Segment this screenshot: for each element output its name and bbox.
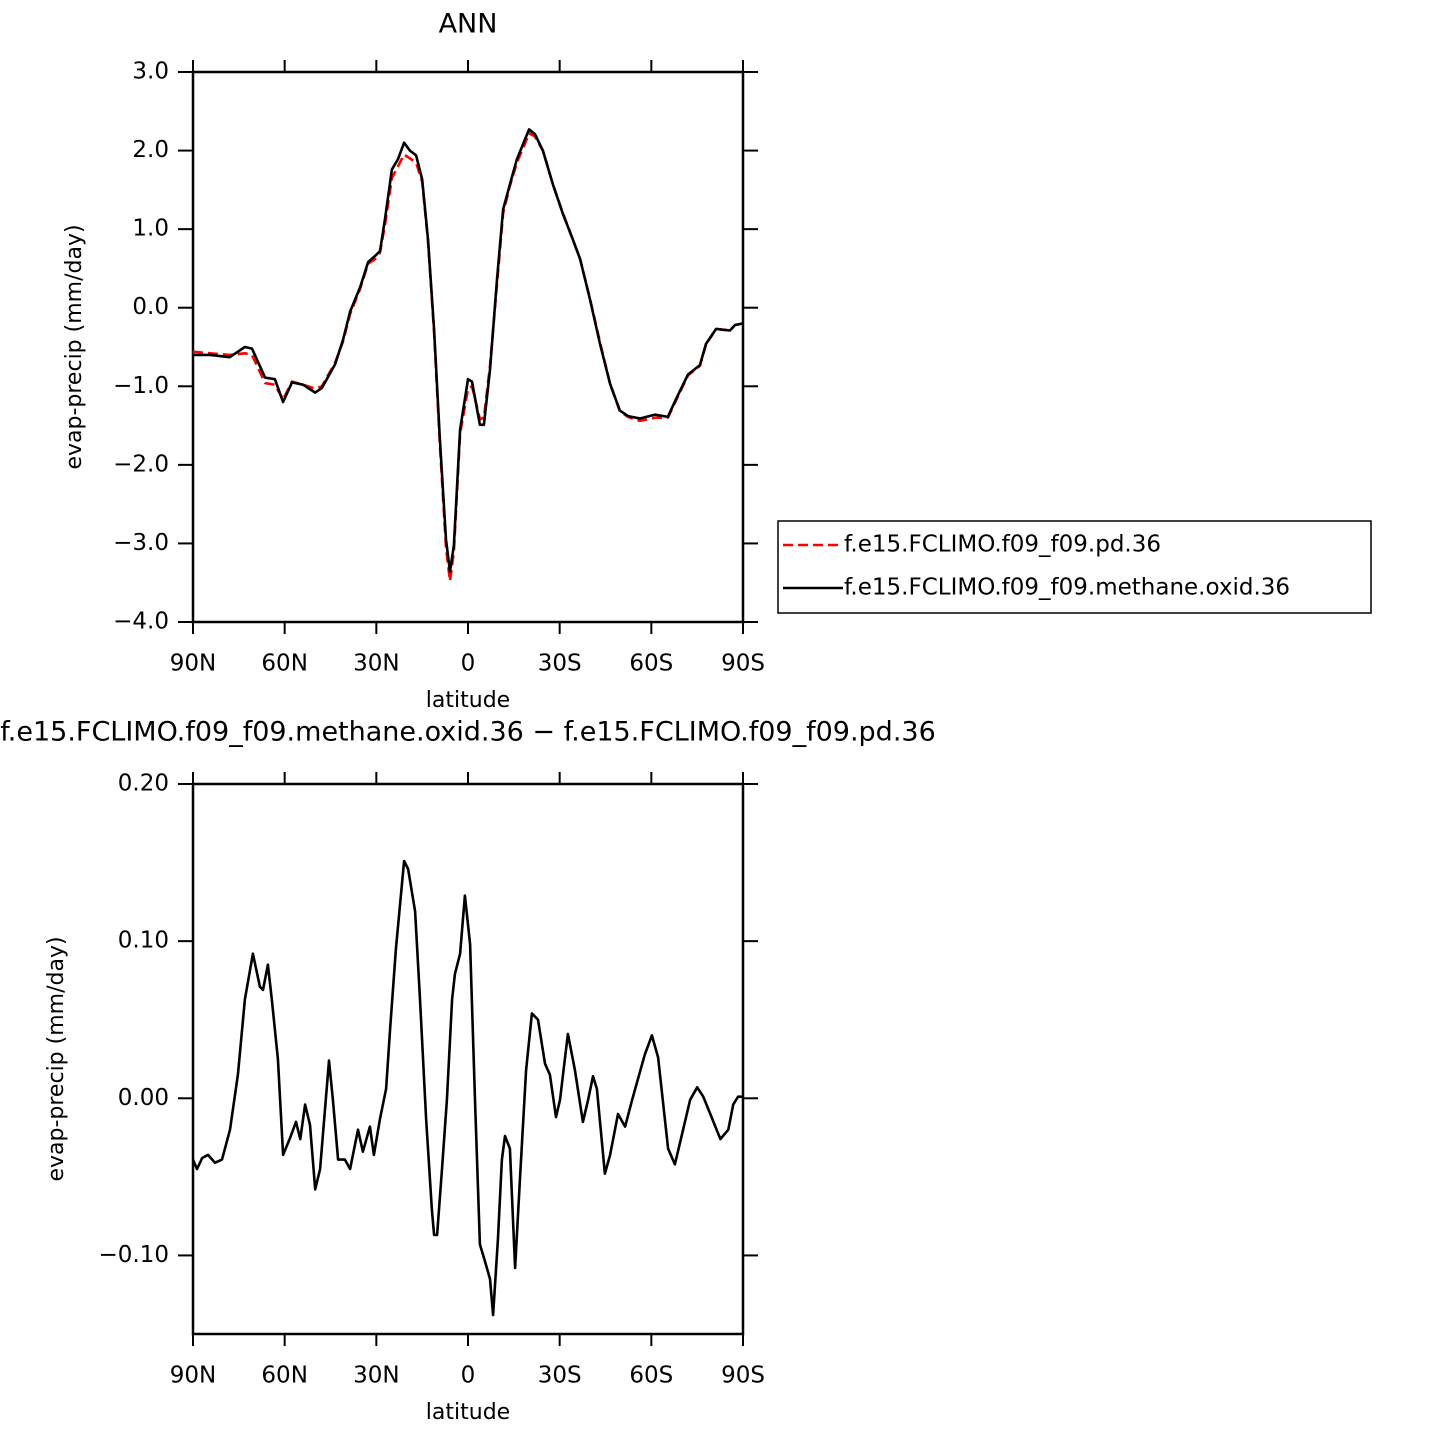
x-tick-label: 90N (170, 1363, 216, 1389)
data-line (193, 128, 744, 573)
chart-title: f.e15.FCLIMO.f09_f09.methane.oxid.36 − f… (0, 717, 936, 748)
x-tick-label: 0 (461, 651, 476, 677)
y-tick-label: 2.0 (132, 137, 169, 163)
y-tick-label: 3.0 (132, 59, 169, 85)
x-tick-label: 0 (461, 1363, 476, 1389)
y-tick-label: 0.0 (132, 294, 169, 320)
x-axis-label: latitude (426, 1400, 510, 1425)
y-tick-label: −2.0 (113, 451, 169, 477)
x-tick-label: 30N (353, 651, 399, 677)
data-line (191, 859, 743, 1317)
x-tick-label: 90N (170, 651, 216, 677)
x-tick-label: 30S (538, 1363, 582, 1389)
y-tick-label: −4.0 (113, 609, 169, 635)
y-axis-label: evap-precip (mm/day) (62, 224, 87, 469)
legend-box (777, 520, 1372, 614)
x-tick-label: 60S (629, 651, 673, 677)
x-tick-label: 90S (721, 651, 765, 677)
y-tick-label: −0.10 (99, 1242, 169, 1268)
y-tick-label: −3.0 (113, 530, 169, 556)
y-tick-label: 0.10 (118, 928, 169, 954)
x-tick-label: 30N (353, 1363, 399, 1389)
x-axis-label: latitude (426, 688, 510, 713)
x-tick-label: 60S (629, 1363, 673, 1389)
y-tick-label: 0.20 (118, 771, 169, 797)
x-tick-label: 90S (721, 1363, 765, 1389)
y-tick-label: 0.00 (118, 1085, 169, 1111)
y-tick-label: 1.0 (132, 216, 169, 242)
chart-title: ANN (439, 9, 498, 40)
legend-label: f.e15.FCLIMO.f09_f09.pd.36 (844, 532, 1161, 558)
y-axis-label: evap-precip (mm/day) (44, 936, 69, 1181)
x-tick-label: 60N (261, 1363, 307, 1389)
legend-label: f.e15.FCLIMO.f09_f09.methane.oxid.36 (844, 575, 1290, 601)
x-tick-label: 30S (538, 651, 582, 677)
x-tick-label: 60N (261, 651, 307, 677)
y-tick-label: −1.0 (113, 373, 169, 399)
